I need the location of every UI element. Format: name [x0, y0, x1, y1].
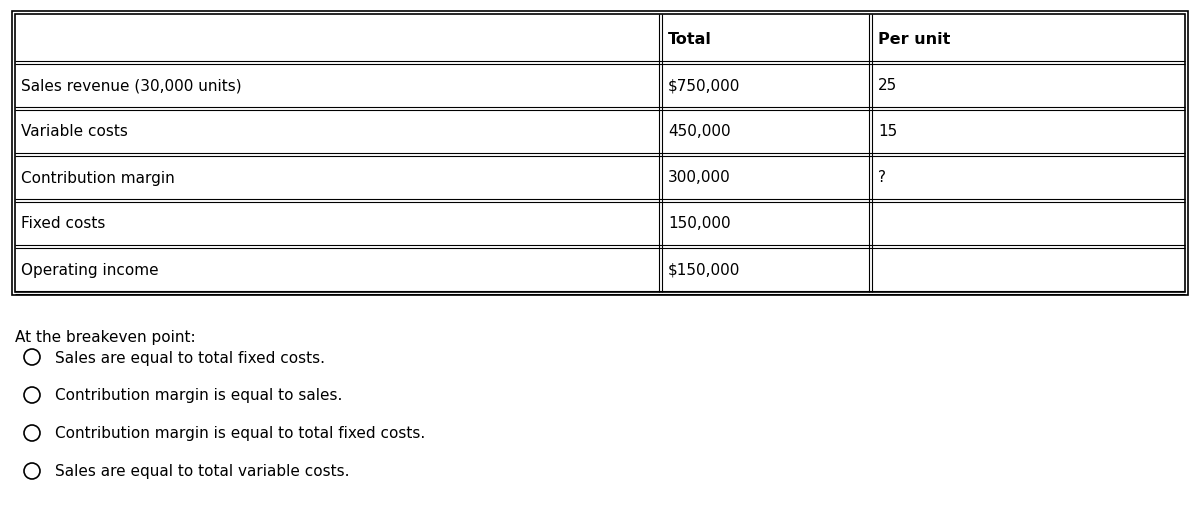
- Text: 450,000: 450,000: [668, 124, 731, 139]
- Text: Total: Total: [668, 32, 712, 46]
- Text: Contribution margin: Contribution margin: [22, 170, 175, 185]
- Text: Sales are equal to total variable costs.: Sales are equal to total variable costs.: [55, 464, 349, 478]
- Text: 25: 25: [878, 78, 898, 93]
- Text: ?: ?: [878, 170, 886, 185]
- Text: Fixed costs: Fixed costs: [22, 216, 106, 231]
- Text: 300,000: 300,000: [668, 170, 731, 185]
- Text: Per unit: Per unit: [878, 32, 950, 46]
- Text: 15: 15: [878, 124, 898, 139]
- Text: Sales revenue (30,000 units): Sales revenue (30,000 units): [22, 78, 241, 93]
- Bar: [14, 15, 1186, 293]
- Text: At the breakeven point:: At the breakeven point:: [14, 329, 196, 344]
- Text: 150,000: 150,000: [668, 216, 731, 231]
- Text: Contribution margin is equal to sales.: Contribution margin is equal to sales.: [55, 388, 342, 403]
- Text: Sales are equal to total fixed costs.: Sales are equal to total fixed costs.: [55, 350, 325, 365]
- Text: $150,000: $150,000: [668, 262, 740, 277]
- Text: $750,000: $750,000: [668, 78, 740, 93]
- Bar: [12, 12, 1188, 295]
- Text: Operating income: Operating income: [22, 262, 158, 277]
- Text: Variable costs: Variable costs: [22, 124, 128, 139]
- Text: Contribution margin is equal to total fixed costs.: Contribution margin is equal to total fi…: [55, 426, 425, 441]
